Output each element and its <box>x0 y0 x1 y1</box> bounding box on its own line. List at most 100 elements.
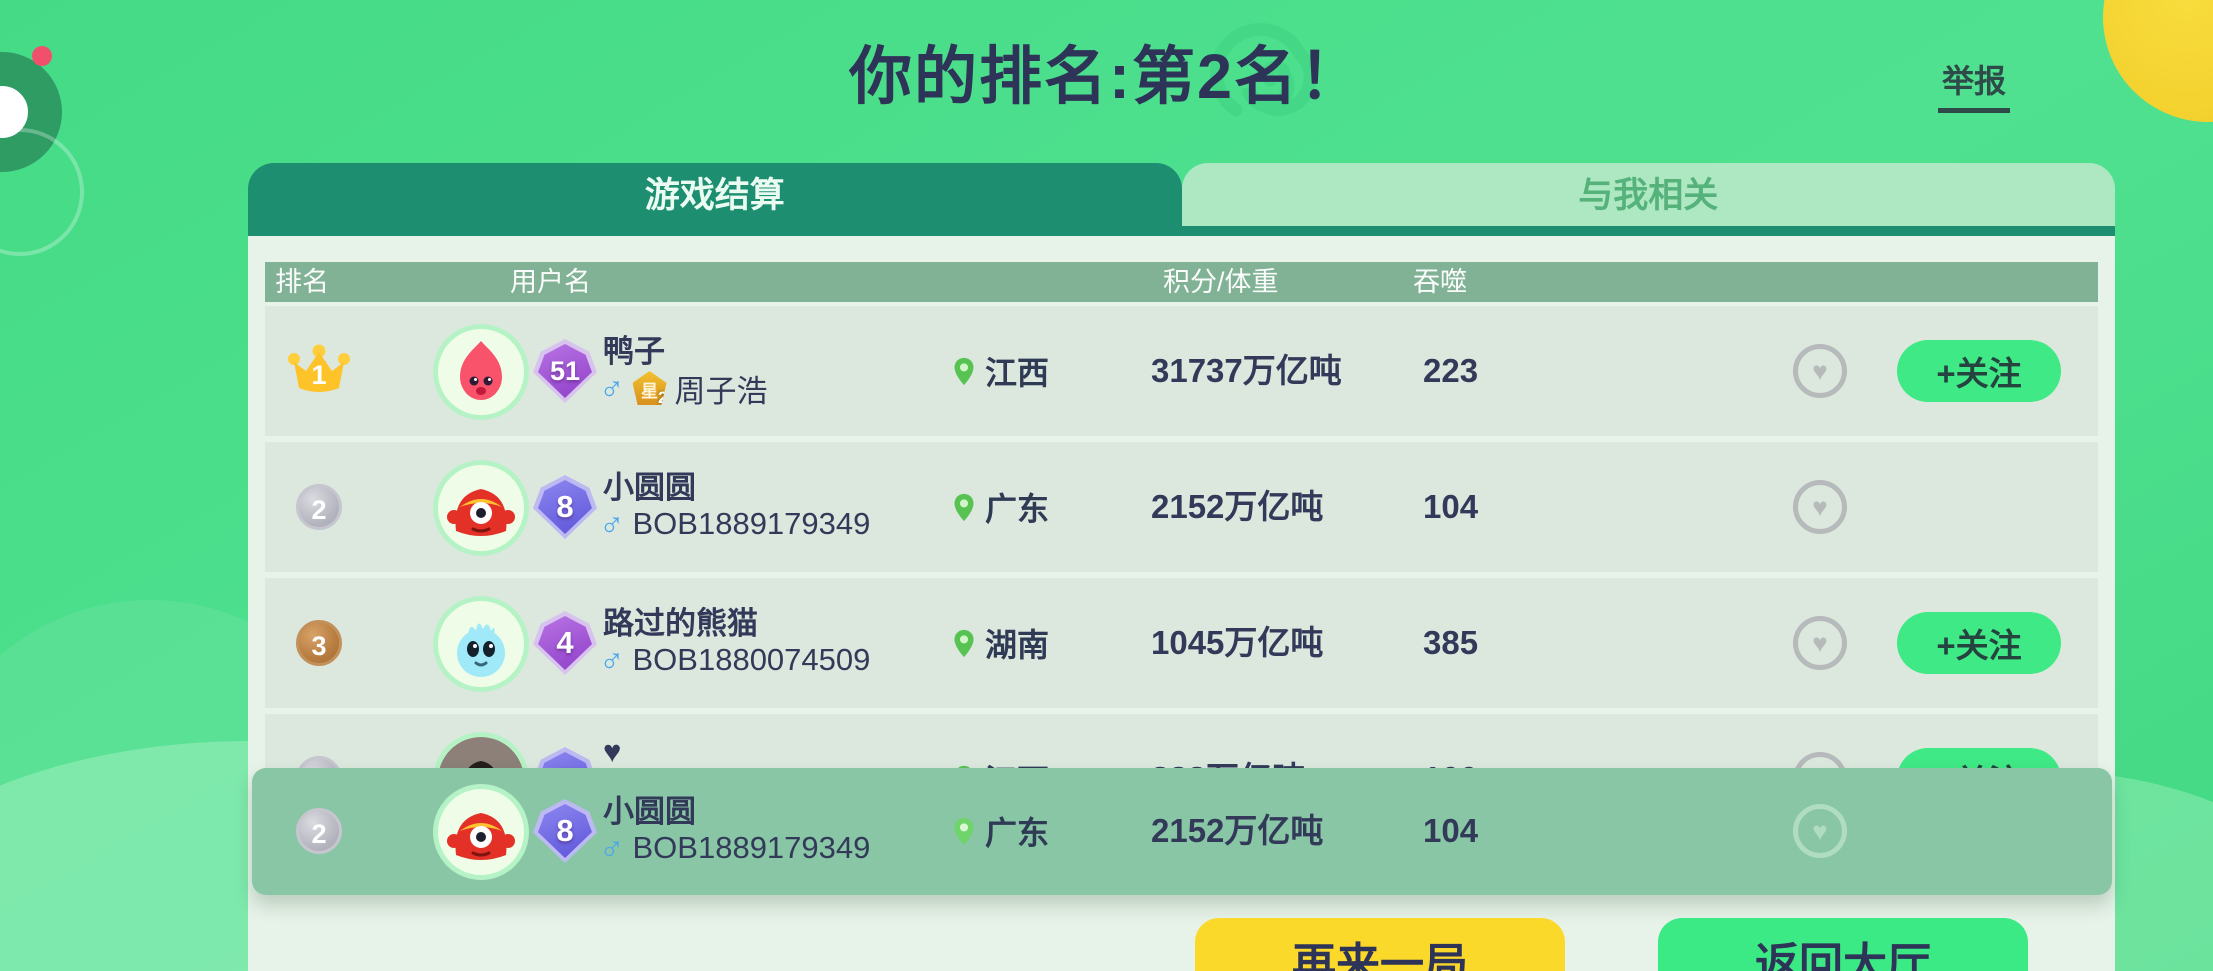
leaderboard-list[interactable]: 1 51 鸭子 ♂ <box>265 306 2098 768</box>
page-title: 你的排名:第2名！ <box>848 42 1365 112</box>
heart-icon: ♥ <box>1812 355 1828 386</box>
tab-related-to-me[interactable]: 与我相关 <box>1181 163 2115 227</box>
level-gem-icon: 7 <box>533 747 597 768</box>
location: 广东 <box>953 766 1049 896</box>
like-button[interactable]: ♥ <box>1793 616 1847 670</box>
follow-button[interactable]: +关注 <box>1897 612 2061 674</box>
return-lobby-button[interactable]: 返回大厅 <box>1658 918 2028 971</box>
pink-blob-avatar-icon <box>460 341 502 400</box>
player-alt-name: 周子浩 <box>674 373 768 409</box>
heart-icon: ♥ <box>1812 815 1828 846</box>
ring-decoration <box>0 128 84 256</box>
player-id: BOB1880074509 <box>632 642 871 677</box>
location-text: 广东 <box>985 491 1050 527</box>
header-rank: 排名 <box>275 267 329 297</box>
tab-underline <box>248 226 2115 236</box>
heart-icon: ♥ <box>1812 491 1828 522</box>
score-weight: 31737万亿吨 <box>1151 352 1342 389</box>
score-weight: 2152万亿吨 <box>1151 812 1324 849</box>
red-monster-avatar-icon <box>447 489 515 536</box>
location-pin-icon <box>954 629 974 657</box>
devour-count: 100 <box>1423 714 1478 768</box>
devour-count: 385 <box>1423 624 1479 661</box>
devour-count: 104 <box>1423 812 1479 849</box>
rank-slot: 1 <box>277 306 361 436</box>
table-row: 4 7 ♥ <box>265 714 2098 768</box>
spiral-decoration <box>1210 22 1317 117</box>
like-button[interactable]: ♥ <box>1793 804 1847 858</box>
header-username: 用户名 <box>510 267 591 297</box>
like-button[interactable]: ♥ <box>1793 344 1847 398</box>
level-number: 4 <box>556 625 574 660</box>
follow-button[interactable]: +关注 <box>1897 340 2061 402</box>
devour-count: 223 <box>1423 352 1479 389</box>
my-rank-row: 2 8 小圆圆 ♂ <box>252 768 2112 895</box>
table-row: 1 51 鸭子 ♂ <box>265 306 2098 436</box>
devour-count: 104 <box>1423 488 1479 525</box>
player-name: 小圆圆 <box>603 470 696 505</box>
player-subline: ♂ BOB1889179349 <box>599 828 870 868</box>
location: 江西 <box>953 714 1049 768</box>
table-row: 2 8 小圆圆 ♂ <box>265 442 2098 572</box>
level-number: 7 <box>533 747 597 768</box>
player-name: 鸭子 <box>603 334 665 369</box>
location-text: 湖南 <box>985 627 1050 663</box>
notification-dot <box>32 46 52 66</box>
player-subline: ♂ BOB1880074509 <box>599 640 870 680</box>
avatar[interactable] <box>433 784 529 880</box>
crown-icon: 1 <box>288 344 350 392</box>
player-subline: ♂ BOB1889179349 <box>599 504 870 544</box>
location-pin-icon <box>957 765 971 768</box>
rank-badge: 3 <box>296 620 342 666</box>
player-subline: ♂ 星 2 周子浩 <box>599 368 768 409</box>
photo-avatar-icon <box>438 737 524 768</box>
male-icon: ♂ <box>599 369 625 407</box>
male-icon: ♂ <box>599 505 625 543</box>
player-name: 小圆圆 <box>603 794 696 829</box>
leaderboard-panel: 排名 用户名 积分/体重 吞噬 1 <box>248 236 2115 971</box>
rank-slot: 4 <box>277 714 361 768</box>
location-text: 广东 <box>985 815 1050 851</box>
location-pin-icon <box>954 817 974 845</box>
avatar[interactable] <box>433 460 529 556</box>
player-name: 路过的熊猫 <box>603 606 758 641</box>
avatar[interactable] <box>433 732 529 768</box>
report-link[interactable]: 举报 <box>1938 56 2011 113</box>
level-gem-icon: 8 <box>533 799 597 863</box>
location-pin-icon <box>954 357 974 385</box>
tab-bar: 游戏结算 与我相关 <box>248 163 2115 227</box>
avatar[interactable] <box>433 324 529 420</box>
table-row: 3 4 路过的熊猫 ♂ <box>265 578 2098 708</box>
blue-fluff-avatar-icon <box>457 623 505 677</box>
location: 广东 <box>953 442 1049 572</box>
my-rank-row-content: 2 8 小圆圆 ♂ <box>265 766 2098 896</box>
player-id: BOB1889179349 <box>632 506 871 541</box>
location: 江西 <box>953 306 1049 436</box>
rank-slot: 2 <box>277 766 361 896</box>
player-id: BOB1889179349 <box>632 830 871 865</box>
level-number: 51 <box>549 355 581 386</box>
play-again-button[interactable]: 再来一局 <box>1195 918 1565 971</box>
score-weight: 2152万亿吨 <box>1151 488 1324 525</box>
star-badge-icon: 星 2 <box>632 371 667 405</box>
rank-badge: 2 <box>296 808 342 854</box>
location-text: 江西 <box>985 355 1050 391</box>
avatar[interactable] <box>433 596 529 692</box>
location: 湖南 <box>953 578 1049 708</box>
level-number: 8 <box>556 813 574 848</box>
like-button[interactable]: ♥ <box>1793 480 1847 534</box>
header-devour: 吞噬 <box>1413 267 1467 297</box>
tab-game-settlement[interactable]: 游戏结算 <box>248 163 1182 227</box>
rank-badge: 2 <box>296 484 342 530</box>
table-header: 排名 用户名 积分/体重 吞噬 <box>265 262 2098 302</box>
follow-button[interactable]: +关注 <box>1897 748 2061 768</box>
rank-slot: 3 <box>277 578 361 708</box>
rank-slot: 2 <box>277 442 361 572</box>
score-weight: 888万亿吨 <box>1151 714 1305 768</box>
heart-icon: ♥ <box>1812 764 1827 769</box>
score-weight: 1045万亿吨 <box>1151 624 1324 661</box>
header-score-weight: 积分/体重 <box>1163 267 1279 297</box>
level-number: 8 <box>556 489 574 524</box>
red-monster-avatar-icon <box>447 813 515 860</box>
